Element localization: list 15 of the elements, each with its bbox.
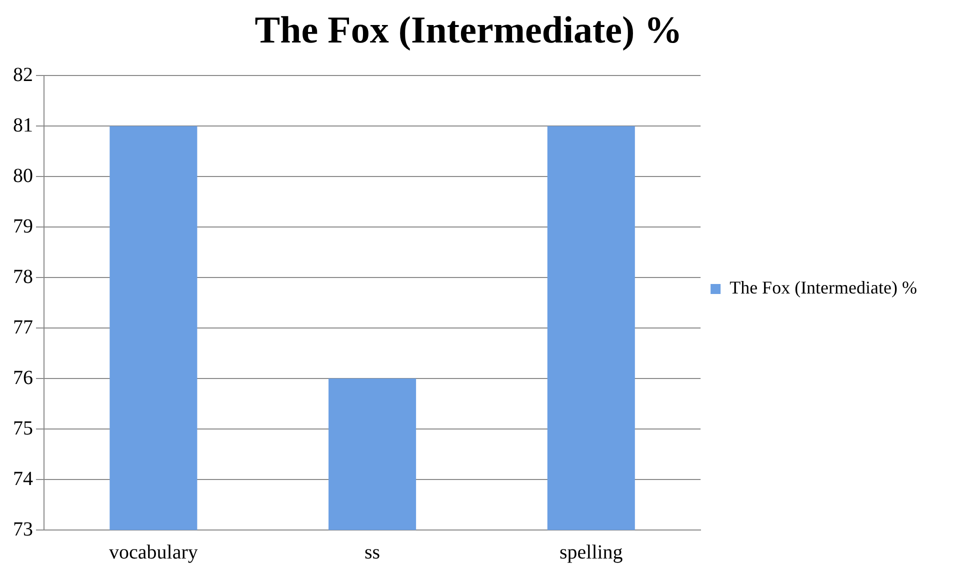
y-tick-label: 79 <box>13 215 33 238</box>
x-tick-label: spelling <box>559 541 623 564</box>
y-tick-label: 75 <box>13 417 33 440</box>
y-tick-label: 76 <box>13 366 33 389</box>
chart-title: The Fox (Intermediate) % <box>254 10 682 52</box>
y-tick-label: 81 <box>13 114 33 136</box>
y-tick-label: 73 <box>13 518 33 540</box>
y-tick-label: 80 <box>13 164 33 187</box>
x-tick-label: ss <box>364 541 380 564</box>
y-tick-label: 74 <box>13 468 33 490</box>
y-tick-label: 77 <box>13 316 33 338</box>
y-tick-label: 82 <box>13 64 33 86</box>
legend-label: The Fox (Intermediate) % <box>730 278 918 298</box>
x-tick-label: vocabulary <box>109 541 198 564</box>
y-tick-label: 78 <box>13 266 33 288</box>
